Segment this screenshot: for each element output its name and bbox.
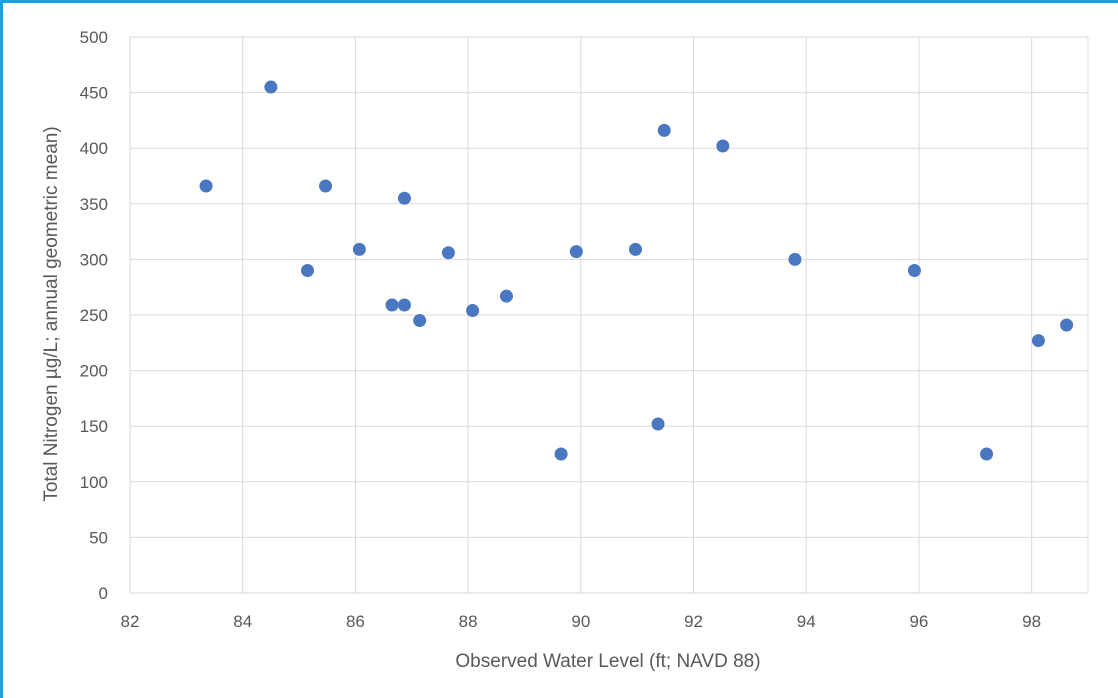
- x-tick-label: 94: [797, 612, 816, 631]
- data-point: [264, 80, 278, 94]
- data-point: [413, 314, 427, 328]
- y-axis-title: Total Nitrogen µg/L; annual geometric me…: [41, 126, 62, 501]
- x-tick-label: 82: [121, 612, 140, 631]
- data-point: [651, 417, 665, 431]
- y-tick-label: 0: [99, 584, 108, 603]
- y-tick-label: 450: [80, 84, 108, 103]
- y-tick-label: 400: [80, 139, 108, 158]
- data-point: [319, 179, 333, 193]
- data-point: [569, 245, 583, 259]
- y-tick-label: 500: [80, 28, 108, 47]
- data-point: [1060, 318, 1074, 332]
- x-tick-label: 96: [909, 612, 928, 631]
- data-point: [907, 264, 921, 278]
- data-point: [1031, 334, 1045, 348]
- data-point: [397, 191, 411, 205]
- x-tick-label: 88: [459, 612, 478, 631]
- data-point: [499, 289, 513, 303]
- data-point: [199, 179, 213, 193]
- data-point: [628, 242, 642, 256]
- y-tick-label: 100: [80, 473, 108, 492]
- data-point: [301, 264, 315, 278]
- y-tick-label: 350: [80, 195, 108, 214]
- y-tick-label: 200: [80, 362, 108, 381]
- x-tick-label: 84: [233, 612, 252, 631]
- y-tick-label: 300: [80, 250, 108, 269]
- data-point: [554, 447, 568, 461]
- data-point: [397, 298, 411, 312]
- data-point: [788, 252, 802, 266]
- x-tick-label: 92: [684, 612, 703, 631]
- y-tick-label: 150: [80, 417, 108, 436]
- x-tick-label: 98: [1022, 612, 1041, 631]
- data-points: [199, 80, 1074, 461]
- data-point: [466, 304, 480, 318]
- data-point: [352, 242, 366, 256]
- data-point: [657, 123, 671, 137]
- y-gridlines: [130, 36, 1088, 594]
- data-point: [441, 246, 455, 260]
- x-tick-label: 86: [346, 612, 365, 631]
- data-point: [716, 139, 730, 153]
- data-point: [980, 447, 994, 461]
- x-tick-labels: 82 84 86 88 90 92 94 96 98: [121, 612, 1042, 631]
- x-axis-title: Observed Water Level (ft; NAVD 88): [455, 651, 760, 672]
- y-tick-label: 250: [80, 306, 108, 325]
- x-tick-label: 90: [571, 612, 590, 631]
- y-tick-labels: 0 50 100 150 200 250 300 350 400 450 500: [80, 28, 108, 603]
- data-point: [385, 298, 399, 312]
- y-tick-label: 50: [89, 528, 108, 547]
